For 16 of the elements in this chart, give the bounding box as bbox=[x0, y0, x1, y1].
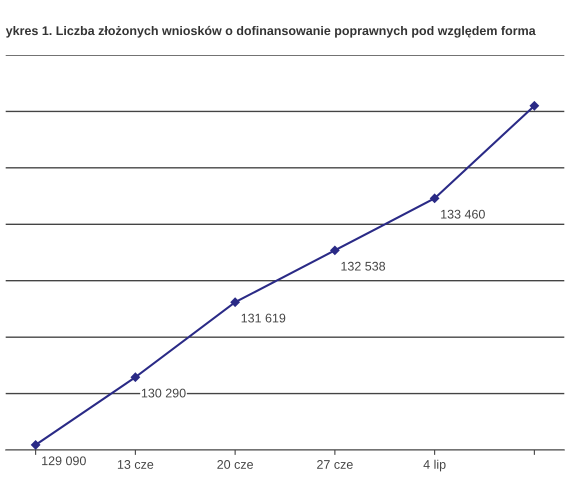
data-label: 133 460 bbox=[441, 210, 485, 219]
x-tick-label: 13 cze bbox=[118, 460, 154, 469]
x-tick-label: 4 lip bbox=[423, 460, 446, 472]
data-label: 130 290 bbox=[142, 388, 186, 398]
point bbox=[330, 246, 340, 255]
point bbox=[530, 101, 539, 110]
point bbox=[130, 372, 140, 382]
point bbox=[430, 194, 440, 203]
point bbox=[230, 298, 240, 307]
data-label: 129 090 bbox=[42, 456, 86, 466]
data-label: 132 538 bbox=[341, 262, 386, 271]
chart-title: ykres 1. Liczba złożonych wniosków o dofinansowanie poprawnych pod względem forma bbox=[6, 26, 536, 38]
x-tick-label: 20 cze bbox=[217, 460, 253, 469]
x-tick-label: 27 cze bbox=[317, 460, 353, 469]
data-label: 131 619 bbox=[242, 314, 286, 323]
point bbox=[31, 440, 40, 450]
